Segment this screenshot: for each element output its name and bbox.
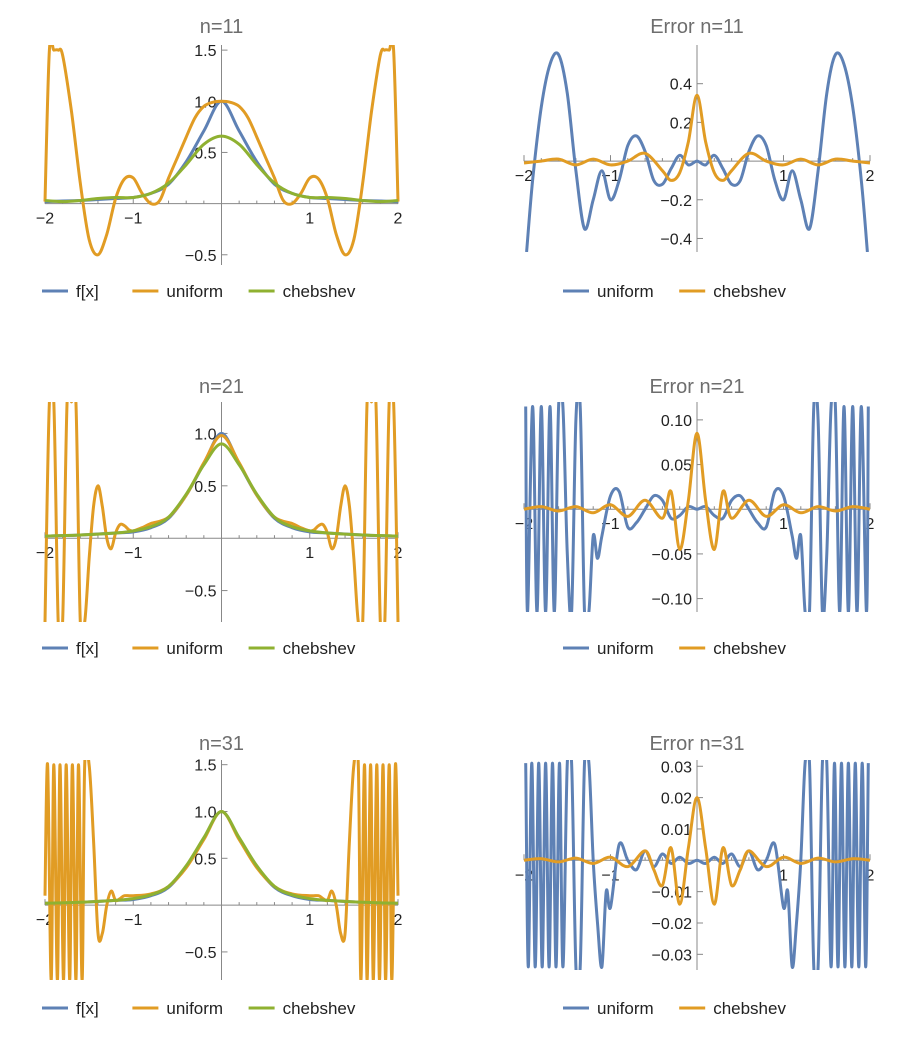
legend-label: chebshev	[283, 639, 356, 658]
legend-label: uniform	[166, 282, 223, 301]
y-tick-label: 0.5	[194, 479, 216, 496]
legend: uniform chebshev	[563, 999, 786, 1018]
y-tick-label: −0.05	[652, 547, 693, 564]
legend-label: uniform	[597, 999, 654, 1018]
y-tick-label: 0.01	[661, 822, 692, 839]
chart-title: Error n=31	[649, 733, 744, 755]
y-tick-label: 1.0	[194, 804, 216, 821]
legend: f[x] uniform chebshev	[42, 282, 356, 301]
y-tick-label: 0.2	[670, 115, 692, 132]
y-tick-label: −0.4	[660, 231, 692, 248]
y-tick-label: −0.02	[652, 916, 693, 933]
legend: f[x] uniform chebshev	[42, 999, 356, 1018]
legend-label: chebshev	[283, 999, 356, 1018]
legend-label: uniform	[166, 639, 223, 658]
series-uniform-line	[43, 402, 400, 622]
legend-label: chebshev	[283, 282, 356, 301]
x-tick-label: 1	[305, 912, 314, 929]
y-tick-label: −0.03	[652, 947, 693, 964]
legend-label: chebshev	[713, 639, 786, 658]
x-tick-label: −1	[124, 912, 142, 929]
y-tick-label: −0.5	[185, 945, 217, 962]
chart-title: Error n=21	[649, 376, 744, 398]
y-tick-label: 1.0	[194, 94, 216, 111]
legend-label: f[x]	[76, 999, 99, 1018]
chart-title: n=31	[199, 733, 244, 755]
y-tick-label: −0.5	[185, 584, 217, 601]
series-chebshev-line	[44, 134, 399, 204]
x-tick-label: 2	[866, 867, 875, 884]
chart-panel-5: −2 −1 1 2−0.50.51.01.5n=31f[x] uniform chebsh…	[36, 733, 403, 1018]
x-tick-label: 2	[394, 211, 403, 228]
x-tick-label: −2	[515, 168, 533, 185]
legend-label: f[x]	[76, 639, 99, 658]
y-tick-label: 1.0	[194, 426, 216, 443]
x-tick-label: 1	[305, 545, 314, 562]
series-uniform-line	[524, 760, 870, 970]
x-tick-label: 1	[305, 211, 314, 228]
chart-title: Error n=11	[650, 16, 744, 38]
legend: uniform chebshev	[563, 282, 786, 301]
y-tick-label: 0.10	[661, 413, 692, 430]
legend: f[x] uniform chebshev	[42, 639, 356, 658]
y-tick-label: 0.5	[194, 145, 216, 162]
y-tick-label: −0.10	[652, 592, 693, 609]
x-tick-label: −2	[36, 211, 54, 228]
chart-title: n=21	[199, 376, 244, 398]
legend-label: chebshev	[713, 282, 786, 301]
chart-panel-1: −2 −1 1 2 −0.5 0.5 1.0 1.5 n=11 f[x] uniform chebsh…	[36, 16, 403, 301]
legend-label: chebshev	[713, 999, 786, 1018]
y-tick-label: 0.4	[670, 77, 692, 94]
y-tick-label: 0.03	[661, 759, 692, 776]
series-chebshev-line	[44, 810, 399, 905]
legend-label: uniform	[597, 639, 654, 658]
y-tick-label: −0.01	[652, 885, 693, 902]
series-uniform-line	[43, 45, 400, 257]
legend-label: uniform	[166, 999, 223, 1018]
series-chebshev-line	[523, 93, 871, 182]
y-tick-label: −0.5	[185, 248, 217, 265]
series-chebshev-line	[44, 442, 399, 538]
legend: uniform chebshev	[563, 639, 786, 658]
x-tick-label: 1	[779, 168, 788, 185]
y-tick-label: 0.5	[194, 851, 216, 868]
legend-label: f[x]	[76, 282, 99, 301]
legend-label: uniform	[597, 282, 654, 301]
y-tick-label: 1.5	[194, 758, 216, 775]
series-chebshev-line	[523, 796, 871, 906]
y-tick-label: 0.02	[661, 791, 692, 808]
series-chebshev-line	[523, 431, 871, 551]
x-tick-label: −1	[124, 545, 142, 562]
y-tick-label: 0.05	[661, 458, 692, 475]
y-tick-label: −0.2	[660, 193, 692, 210]
x-tick-label: 2	[394, 912, 403, 929]
x-tick-label: 2	[866, 516, 875, 533]
x-tick-label: 1	[779, 516, 788, 533]
x-tick-label: −1	[601, 867, 619, 884]
chart-title: n=11	[200, 16, 244, 38]
y-tick-label: 1.5	[194, 43, 216, 60]
chart-panel-3: −2 −1 1 2−0.50.51.0n=21f[x] uniform chebshev	[36, 376, 403, 658]
x-tick-label: 1	[779, 867, 788, 884]
x-tick-label: −1	[124, 211, 142, 228]
series-uniform-line	[524, 402, 870, 612]
x-tick-label: 2	[866, 168, 875, 185]
series-uniform-line	[525, 51, 869, 252]
